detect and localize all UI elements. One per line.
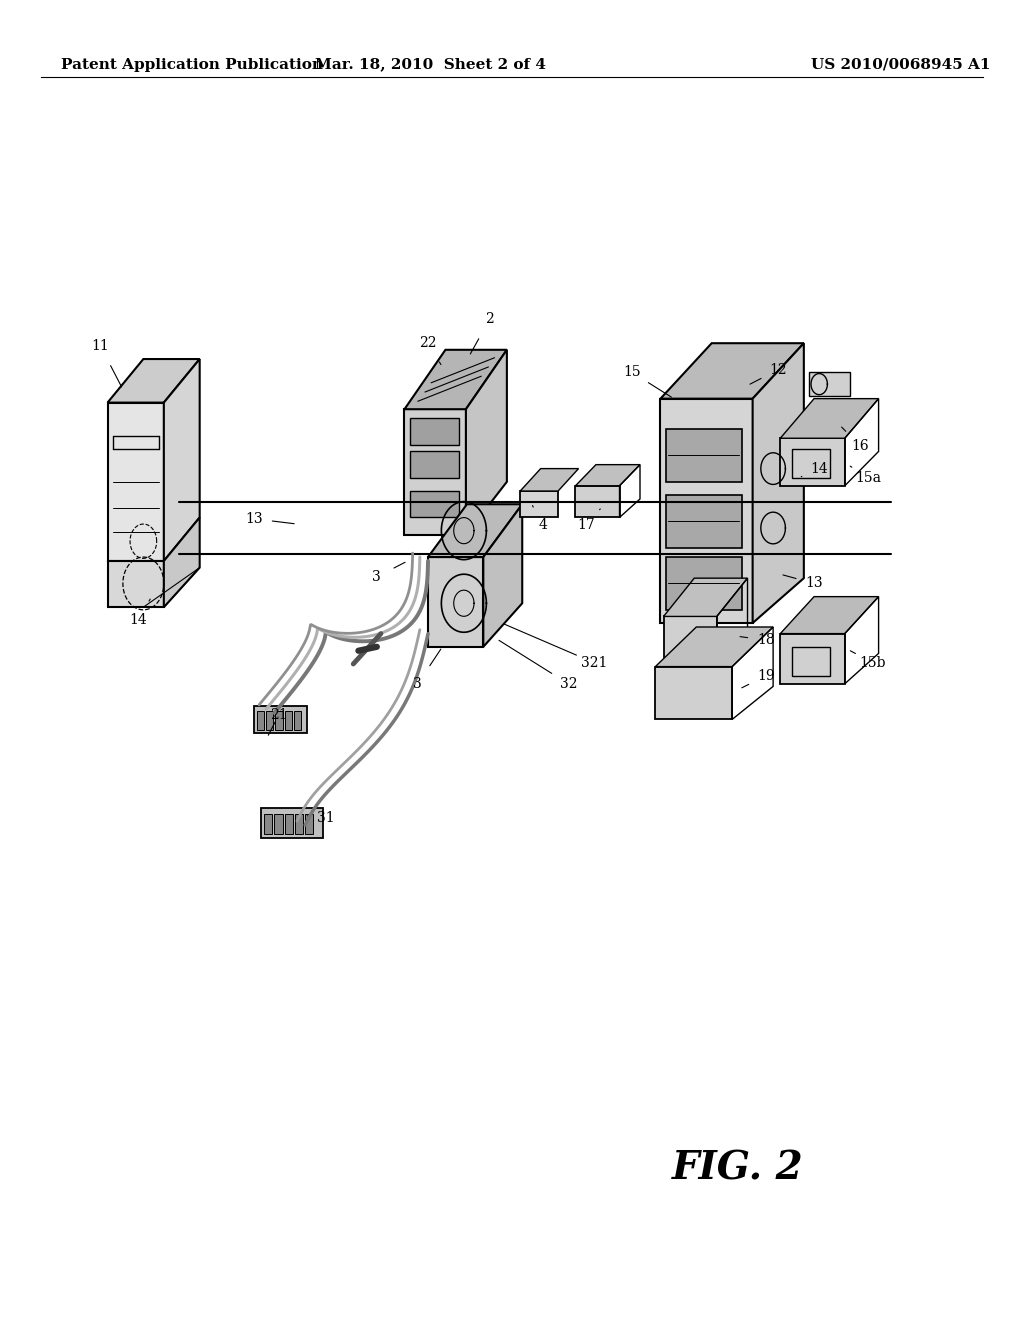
Bar	[410, 451, 459, 478]
Text: 13: 13	[245, 512, 263, 525]
Bar	[305, 814, 313, 834]
Text: 15a: 15a	[855, 471, 882, 484]
Bar	[274, 814, 283, 834]
Text: FIG. 2: FIG. 2	[672, 1150, 803, 1187]
Polygon shape	[809, 372, 850, 396]
Text: 32: 32	[559, 677, 578, 690]
Text: 11: 11	[91, 339, 110, 352]
Polygon shape	[466, 350, 507, 535]
Polygon shape	[753, 343, 804, 623]
Text: 14: 14	[810, 462, 828, 475]
Text: 4: 4	[539, 519, 547, 532]
Bar	[285, 814, 293, 834]
Polygon shape	[254, 706, 307, 733]
Polygon shape	[655, 667, 732, 719]
Polygon shape	[404, 409, 466, 535]
Bar	[666, 495, 742, 548]
Polygon shape	[780, 597, 879, 634]
Polygon shape	[780, 634, 845, 684]
Text: 15: 15	[623, 366, 641, 379]
Polygon shape	[404, 350, 507, 409]
Bar	[295, 814, 303, 834]
Polygon shape	[483, 504, 522, 647]
Text: 16: 16	[851, 440, 869, 453]
Polygon shape	[575, 486, 620, 517]
Polygon shape	[664, 578, 748, 616]
Bar	[294, 711, 301, 730]
Bar	[275, 711, 283, 730]
Bar	[666, 429, 742, 482]
Polygon shape	[780, 399, 879, 438]
Polygon shape	[655, 627, 773, 667]
Bar	[792, 449, 830, 478]
Text: 3: 3	[373, 570, 381, 583]
Text: 15b: 15b	[859, 656, 886, 669]
Bar	[285, 711, 292, 730]
Text: 18: 18	[757, 634, 775, 647]
Polygon shape	[261, 808, 323, 838]
Text: 22: 22	[419, 337, 437, 350]
Polygon shape	[108, 403, 164, 561]
Polygon shape	[428, 557, 483, 647]
Bar	[666, 557, 742, 610]
Polygon shape	[780, 438, 845, 486]
Text: 2: 2	[485, 313, 494, 326]
Polygon shape	[108, 561, 164, 607]
Polygon shape	[520, 469, 579, 491]
Polygon shape	[664, 616, 717, 673]
Text: 19: 19	[757, 669, 775, 682]
Text: US 2010/0068945 A1: US 2010/0068945 A1	[811, 58, 991, 71]
Bar	[410, 491, 459, 517]
Text: 17: 17	[577, 519, 595, 532]
Text: 321: 321	[581, 656, 607, 669]
Text: 31: 31	[316, 812, 335, 825]
Polygon shape	[520, 491, 558, 517]
Text: 12: 12	[769, 363, 787, 376]
Polygon shape	[428, 504, 522, 557]
Text: 13: 13	[805, 577, 823, 590]
Polygon shape	[164, 359, 200, 561]
Bar	[264, 814, 272, 834]
Polygon shape	[660, 399, 753, 623]
Polygon shape	[108, 359, 200, 403]
Text: 14: 14	[129, 614, 147, 627]
Text: Mar. 18, 2010  Sheet 2 of 4: Mar. 18, 2010 Sheet 2 of 4	[314, 58, 546, 71]
Text: 21: 21	[269, 709, 288, 722]
Polygon shape	[164, 517, 200, 607]
Text: Patent Application Publication: Patent Application Publication	[61, 58, 324, 71]
Text: 3: 3	[414, 677, 422, 690]
Bar	[266, 711, 273, 730]
Polygon shape	[575, 465, 640, 486]
Bar	[410, 418, 459, 445]
Bar	[792, 647, 830, 676]
Polygon shape	[660, 343, 804, 399]
Bar	[257, 711, 264, 730]
